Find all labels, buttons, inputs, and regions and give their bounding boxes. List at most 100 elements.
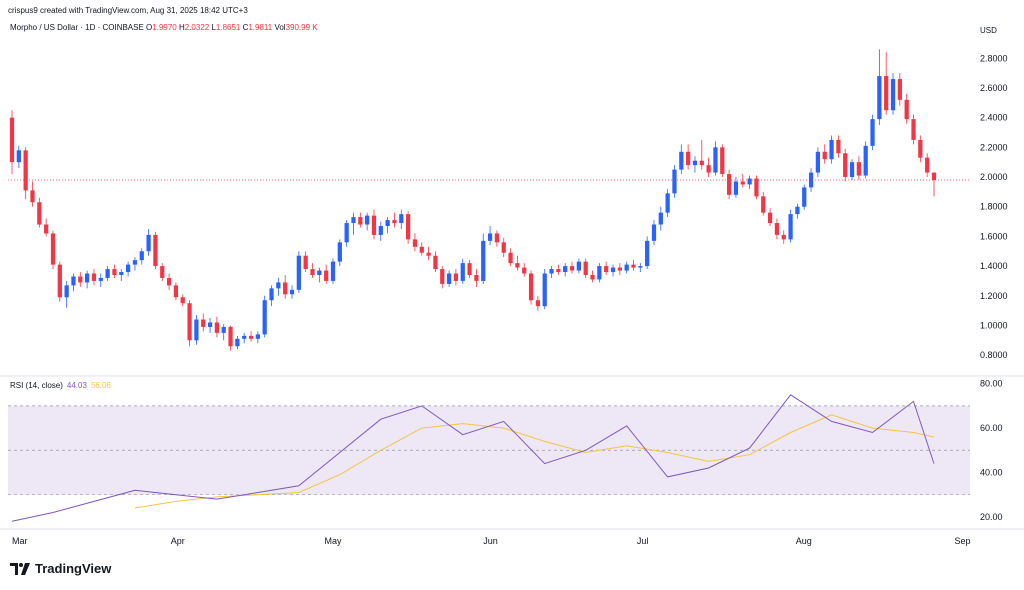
candle-body — [78, 276, 83, 283]
candle-body — [569, 266, 575, 271]
candle — [289, 285, 295, 299]
time-tick-label: Sep — [954, 536, 970, 546]
candle-body — [645, 240, 650, 267]
candle-body — [105, 269, 110, 278]
candle — [631, 260, 636, 271]
candle-body — [30, 190, 35, 203]
candle-body — [433, 255, 438, 270]
price-tick-label: 1.2000 — [980, 291, 1008, 301]
candle-body — [549, 269, 554, 274]
candle — [563, 263, 568, 277]
rsi-legend[interactable]: RSI (14, close) 44.03 56.06 — [10, 381, 111, 390]
candle — [829, 135, 834, 164]
candle — [166, 273, 172, 290]
candle-body — [337, 242, 342, 262]
candle-body — [515, 263, 520, 268]
candle-body — [474, 274, 479, 281]
candle-body — [406, 214, 411, 240]
candle — [105, 266, 110, 281]
time-tick-label: Aug — [796, 536, 812, 546]
candle-body — [720, 147, 725, 175]
candle — [385, 217, 390, 234]
candle — [925, 153, 930, 178]
candle-body — [815, 151, 821, 173]
price-tick-label: 2.0000 — [980, 172, 1008, 182]
candle — [638, 263, 643, 273]
candle-body — [440, 269, 445, 284]
candle — [713, 141, 718, 176]
tradingview-brand[interactable]: TradingView — [10, 561, 111, 576]
candle-body — [173, 285, 179, 298]
symbol-legend[interactable]: Morpho / US Dollar · 1D · COINBASE O1.99… — [10, 23, 318, 32]
candle-body — [296, 255, 301, 290]
rsi-label: RSI (14, close) — [10, 381, 63, 390]
candle-body — [699, 160, 704, 166]
candle-body — [317, 270, 322, 275]
candle-body — [344, 223, 349, 243]
candle — [276, 277, 281, 296]
candle — [337, 239, 342, 267]
ohlc-key: C — [240, 23, 249, 32]
candle — [754, 175, 759, 200]
candle — [774, 218, 780, 240]
candle — [617, 263, 622, 275]
candle-body — [761, 196, 766, 213]
candle-body — [98, 277, 103, 281]
candle — [358, 212, 363, 228]
candle-body — [535, 300, 540, 307]
candle — [467, 260, 472, 278]
candle — [139, 248, 144, 265]
candle — [317, 267, 322, 283]
brand-name: TradingView — [35, 561, 112, 576]
candle-body — [303, 255, 308, 270]
candle-body — [365, 215, 370, 225]
candle — [726, 169, 732, 200]
candle-body — [467, 263, 472, 275]
candle-body — [897, 79, 902, 100]
candle — [474, 269, 479, 287]
ohlc-key: Vol — [272, 23, 286, 32]
candle-body — [446, 273, 452, 284]
candle — [344, 220, 349, 247]
candle — [911, 114, 916, 145]
candle-body — [870, 119, 875, 146]
candle — [747, 175, 752, 189]
candle — [522, 263, 527, 277]
candle-body — [795, 206, 800, 215]
rsi-ma-value: 56.06 — [90, 381, 111, 390]
candle-body — [849, 162, 855, 178]
rsi-tick-label: 40.00 — [980, 467, 1003, 477]
candle — [201, 313, 206, 332]
candle — [221, 323, 226, 341]
candle-body — [590, 274, 595, 280]
ohlc-value: 390.99 K — [285, 23, 318, 32]
candle — [822, 144, 827, 164]
candle-body — [16, 150, 21, 163]
candle-body — [37, 202, 42, 225]
candle — [877, 49, 882, 126]
ohlc-value: 1.9811 — [248, 23, 273, 32]
candle — [549, 266, 554, 278]
candle — [870, 114, 875, 151]
candle — [788, 209, 793, 243]
candle-body — [918, 139, 923, 158]
candle — [556, 264, 561, 275]
candle-body — [460, 263, 465, 281]
candle — [392, 212, 397, 228]
candle-body — [911, 119, 916, 140]
candle-body — [187, 303, 192, 341]
candle-body — [494, 233, 500, 243]
time-tick-label: Mar — [12, 536, 28, 546]
candle — [733, 177, 739, 198]
candle-body — [563, 266, 568, 273]
candle — [645, 236, 650, 270]
candle — [119, 269, 124, 281]
candle — [897, 73, 902, 106]
candle — [535, 295, 540, 311]
candle-body — [686, 151, 691, 166]
candle-body — [221, 326, 226, 333]
price-tick-label: 1.6000 — [980, 231, 1008, 241]
ohlc-key: L — [209, 23, 216, 32]
time-tick-label: May — [324, 536, 342, 546]
